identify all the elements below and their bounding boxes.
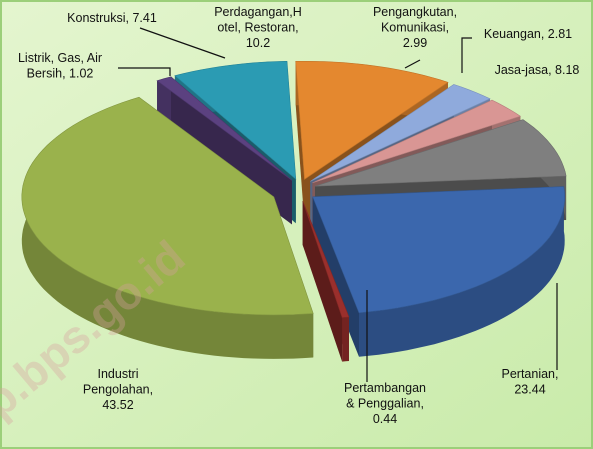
leader-line: [139, 27, 226, 59]
slice: [310, 84, 491, 182]
slice-side: [342, 317, 349, 362]
data-label: Keuangan, 2.81: [484, 27, 572, 41]
slice: [295, 61, 449, 180]
leader-line: [461, 37, 472, 73]
slice-side: [21, 97, 314, 359]
slice: [21, 96, 314, 316]
data-label: Perdagangan,H otel, Restoran, 10.2: [214, 5, 302, 50]
labels: Pertanian, 23.44 Pertambangan & Penggalian,…: [18, 5, 579, 426]
slice: [302, 200, 350, 318]
slice: [315, 119, 567, 187]
slice-side: [302, 201, 343, 362]
data-label: Pengangkutan, Komunikasi, 2.99: [373, 5, 457, 50]
pie: [21, 60, 567, 362]
slice: [156, 76, 293, 181]
slice: [174, 60, 297, 180]
slice: [312, 186, 566, 314]
data-label: Listrik, Gas, Air Bersih, 1.02: [18, 51, 102, 81]
data-label: Industri Pengolahan, 43.52: [83, 367, 153, 412]
data-label: Jasa-jasa, 8.18: [495, 63, 580, 77]
data-label: Konstruksi, 7.41: [67, 11, 157, 25]
data-label: Pertambangan & Penggalian, 0.44: [344, 381, 426, 426]
leader-line: [404, 59, 421, 69]
data-label: Pertanian, 23.44: [502, 367, 559, 397]
leader-line: [118, 67, 171, 76]
slice: [312, 99, 521, 184]
slice-side: [359, 186, 565, 357]
